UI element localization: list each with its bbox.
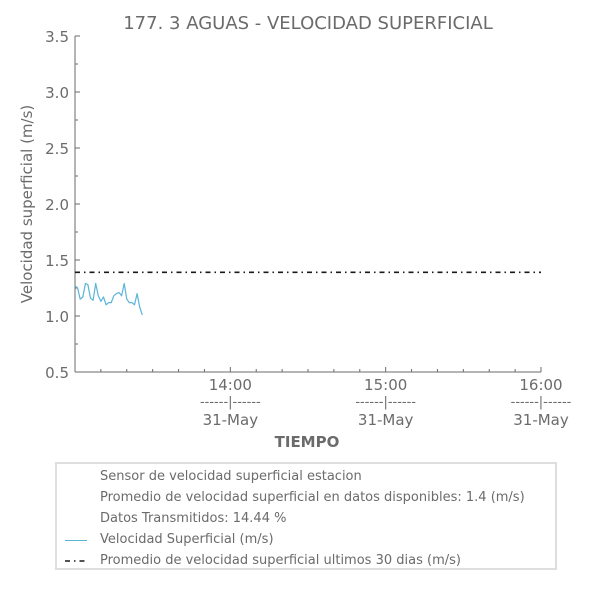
x-tick-separator: ------|------	[355, 395, 416, 410]
chart-title: 177. 3 AGUAS - VELOCIDAD SUPERFICIAL	[123, 13, 493, 34]
chart-series	[74, 271, 541, 316]
legend-swatch-solid-line	[65, 540, 87, 541]
y-axis-ticks: 0.5 1.0 1.5 2.0 2.5 3.0 3.5	[45, 28, 80, 382]
legend-info-row: Sensor de velocidad superficial estacion	[57, 467, 555, 487]
y-tick-label: 1.5	[45, 252, 69, 270]
legend-info-row: Promedio de velocidad superficial en dat…	[57, 488, 555, 508]
x-tick-date: 31-May	[358, 411, 414, 429]
y-tick-label: 2.0	[45, 196, 69, 214]
x-tick-time: 16:00	[519, 376, 562, 394]
legend-label-velocity: Velocidad Superficial (m/s)	[100, 532, 274, 547]
y-tick-label: 3.0	[45, 84, 69, 102]
legend-info-row: Datos Transmitidos: 14.44 %	[57, 509, 555, 529]
legend-info-sensor: Sensor de velocidad superficial estacion	[100, 469, 362, 484]
legend-info-transmitted: Datos Transmitidos: 14.44 %	[100, 511, 287, 526]
y-tick-label: 1.0	[45, 308, 69, 326]
x-tick-time: 14:00	[209, 376, 252, 394]
legend-label-average-30d: Promedio de velocidad superficial ultimo…	[100, 553, 461, 568]
legend-swatch-dashdot-line	[65, 560, 87, 562]
x-tick-separator: ------|------	[511, 395, 572, 410]
x-tick-time: 15:00	[364, 376, 407, 394]
legend-entry-velocity: Velocidad Superficial (m/s)	[57, 530, 555, 550]
x-tick-date: 31-May	[203, 411, 259, 429]
y-tick-label: 2.5	[45, 140, 69, 158]
y-tick-label: 0.5	[45, 364, 69, 382]
velocity-series-line	[74, 282, 143, 316]
velocity-chart: 177. 3 AGUAS - VELOCIDAD SUPERFICIAL 0.5…	[18, 13, 572, 451]
x-axis-label: TIEMPO	[275, 433, 340, 451]
y-axis-label: Velocidad superficial (m/s)	[18, 105, 36, 304]
x-tick-separator: ------|------	[200, 395, 261, 410]
x-tick-date: 31-May	[513, 411, 569, 429]
legend-entry-average-30d: Promedio de velocidad superficial ultimo…	[57, 551, 555, 571]
plot-axes	[74, 36, 541, 373]
y-tick-label: 3.5	[45, 28, 69, 46]
chart-legend: Sensor de velocidad superficial estacion…	[55, 462, 557, 570]
legend-info-average: Promedio de velocidad superficial en dat…	[100, 490, 525, 505]
x-axis-ticks: 14:00------|------31-May15:00------|----…	[100, 367, 572, 429]
